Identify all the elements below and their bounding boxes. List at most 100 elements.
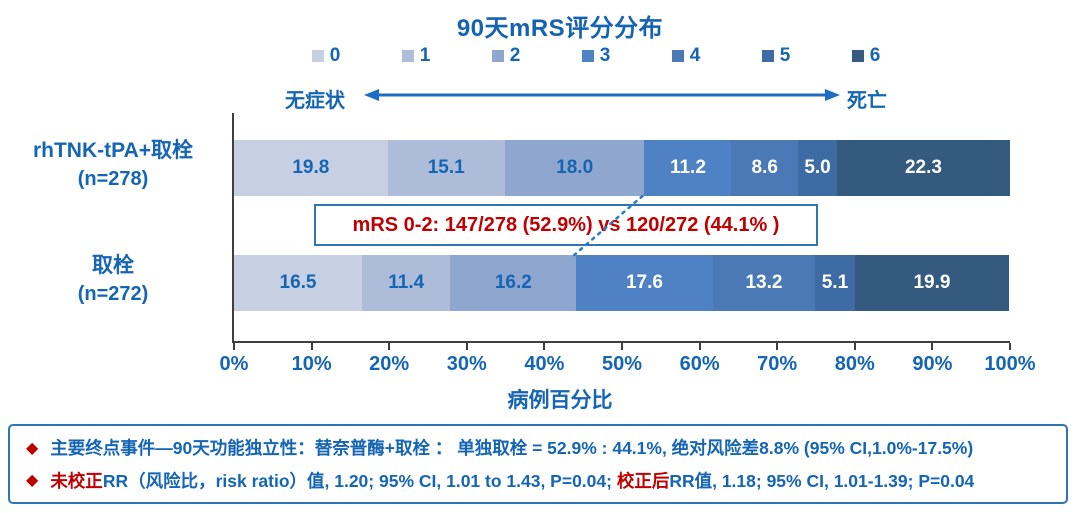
axis-tick-label: 10% xyxy=(291,353,332,375)
segment-mrs-3: 17.6 xyxy=(576,255,713,311)
segment-value: 15.1 xyxy=(427,157,465,178)
bar-rhtnk-tpa-thrombectomy: 19.8 15.1 18.0 11.2 8.6 5.0 22.3 xyxy=(234,140,1010,196)
axis-tick xyxy=(853,343,856,350)
segment-mrs-4: 8.6 xyxy=(731,140,799,196)
legend-swatch-icon xyxy=(761,50,774,62)
segment-value: 5.0 xyxy=(804,157,831,178)
x-axis-title: 病例百分比 xyxy=(507,389,613,412)
bar-thrombectomy-alone: 16.5 11.4 16.2 17.6 13.2 5.1 19.9 xyxy=(234,255,1010,311)
legend-item-mrs-2: 2 xyxy=(474,45,538,67)
axis-tick xyxy=(543,343,546,350)
segment-value: 5.1 xyxy=(821,272,849,293)
segment-mrs-2: 16.2 xyxy=(450,255,577,311)
axis-tick xyxy=(1009,343,1011,350)
legend-label: 3 xyxy=(599,45,611,66)
note-run: 主要终点事件—90天功能独立性：替奈普酶+取栓 ： 单独取栓 = 52.9% :… xyxy=(50,438,974,459)
axis-tick xyxy=(621,343,623,350)
mrs02-comparison-annotation: mRS 0-2: 147/278 (52.9%) vs 120/272 (44.… xyxy=(314,204,818,246)
legend-label: 5 xyxy=(779,45,791,66)
axis-tick xyxy=(465,343,468,350)
severity-arrow-icon xyxy=(364,89,840,101)
axis-tick-label: 80% xyxy=(834,353,875,375)
segment-mrs-2: 18.0 xyxy=(504,140,645,196)
bullet-diamond-icon: ◆ xyxy=(26,439,39,457)
note-line: ◆ 未校正RR（风险比，risk ratio）值, 1.20; 95% CI, 1… xyxy=(10,468,1066,493)
segment-value: 11.2 xyxy=(669,157,706,178)
bar1-n-count: (n=278) xyxy=(77,168,149,190)
axis-tick-label: 40% xyxy=(524,353,565,375)
legend-item-mrs-0: 0 xyxy=(294,45,358,67)
axis-tick xyxy=(310,343,313,350)
segment-value: 11.4 xyxy=(388,272,425,293)
segment-mrs-0: 19.8 xyxy=(234,140,388,196)
axis-tick-label: 0% xyxy=(219,353,249,375)
axis-tick-label: 70% xyxy=(757,353,798,375)
mrs-legend: 0 1 2 3 4 5 6 xyxy=(0,45,1080,67)
note-highlight: 校正后 xyxy=(616,470,670,491)
segment-mrs-1: 15.1 xyxy=(387,140,505,196)
bullet-diamond-icon: ◆ xyxy=(26,472,39,490)
legend-item-mrs-6: 6 xyxy=(834,45,898,67)
legend-label: 0 xyxy=(329,45,341,66)
note-text: 未校正RR（风险比，risk ratio）值, 1.20; 95% CI, 1.… xyxy=(50,468,974,493)
segment-value: 13.2 xyxy=(745,272,783,293)
legend-item-mrs-5: 5 xyxy=(744,45,808,67)
scale-right-label: 死亡 xyxy=(847,90,887,112)
segment-value: 19.9 xyxy=(913,272,951,293)
plot-area: 19.8 15.1 18.0 11.2 8.6 5.0 22.3 16.5 11.4 16.2 1… xyxy=(220,113,1036,375)
segment-mrs-4: 13.2 xyxy=(712,255,816,311)
legend-label: 4 xyxy=(689,45,701,66)
segment-value: 19.8 xyxy=(292,157,330,178)
legend-item-mrs-4: 4 xyxy=(654,45,718,67)
segment-mrs-6: 22.3 xyxy=(836,140,1010,196)
bar2-n-count: (n=272) xyxy=(77,283,149,305)
note-run: RR（风险比，risk ratio）值, 1.20; 95% CI, 1.01 … xyxy=(102,470,617,491)
legend-label: 2 xyxy=(509,45,521,66)
segment-mrs-6: 19.9 xyxy=(854,255,1010,311)
axis-tick xyxy=(233,343,235,350)
legend-swatch-icon xyxy=(401,50,414,62)
segment-value: 22.3 xyxy=(904,157,942,178)
legend-item-mrs-1: 1 xyxy=(384,45,448,67)
axis-tick-label: 60% xyxy=(679,353,720,375)
segment-value: 17.6 xyxy=(625,272,663,293)
axis-tick xyxy=(776,343,779,350)
legend-swatch-icon xyxy=(851,50,864,62)
axis-tick-label: 50% xyxy=(601,353,643,375)
segment-value: 16.2 xyxy=(494,272,532,293)
axis-tick xyxy=(698,343,701,350)
scale-left-label: 无症状 xyxy=(285,90,345,112)
segment-value: 18.0 xyxy=(556,157,594,178)
note-text: 主要终点事件—90天功能独立性：替奈普酶+取栓 ： 单独取栓 = 52.9% :… xyxy=(50,435,973,460)
legend-label: 6 xyxy=(869,45,881,66)
axis-tick-label: 100% xyxy=(984,353,1036,375)
bar1-name: rhTNK-tPA+取栓 xyxy=(32,139,194,162)
segment-mrs-0: 16.5 xyxy=(234,255,363,311)
segment-value: 16.5 xyxy=(279,272,317,293)
legend-label: 1 xyxy=(419,45,431,66)
note-highlight: 未校正 xyxy=(50,470,103,491)
axis-tick-label: 20% xyxy=(369,353,410,375)
legend-swatch-icon xyxy=(491,50,504,62)
segment-mrs-5: 5.1 xyxy=(815,255,855,311)
segment-mrs-1: 11.4 xyxy=(362,255,451,311)
note-line: ◆ 主要终点事件—90天功能独立性：替奈普酶+取栓 ： 单独取栓 = 52.9% … xyxy=(10,435,1066,460)
legend-item-mrs-3: 3 xyxy=(564,45,628,67)
segment-mrs-5: 5.0 xyxy=(798,140,837,196)
axis-tick xyxy=(388,343,391,350)
bar1-label: rhTNK-tPA+取栓 (n=278) xyxy=(0,136,226,194)
segment-mrs-3: 11.2 xyxy=(644,140,732,196)
legend-swatch-icon xyxy=(671,50,684,62)
legend-swatch-icon xyxy=(581,50,594,62)
note-run: RR值, 1.18; 95% CI, 1.01-1.39; P=0.04 xyxy=(669,470,975,491)
notes-box: ◆ 主要终点事件—90天功能独立性：替奈普酶+取栓 ： 单独取栓 = 52.9% … xyxy=(8,424,1068,504)
axis-tick-label: 90% xyxy=(912,353,953,375)
legend-swatch-icon xyxy=(311,50,324,62)
bar2-label: 取栓 (n=272) xyxy=(0,251,226,309)
bar2-name: 取栓 xyxy=(92,254,134,277)
axis-tick xyxy=(931,343,934,350)
segment-value: 8.6 xyxy=(751,157,778,178)
chart-title: 90天mRS评分分布 xyxy=(456,15,664,42)
axis-tick-label: 30% xyxy=(446,353,487,375)
